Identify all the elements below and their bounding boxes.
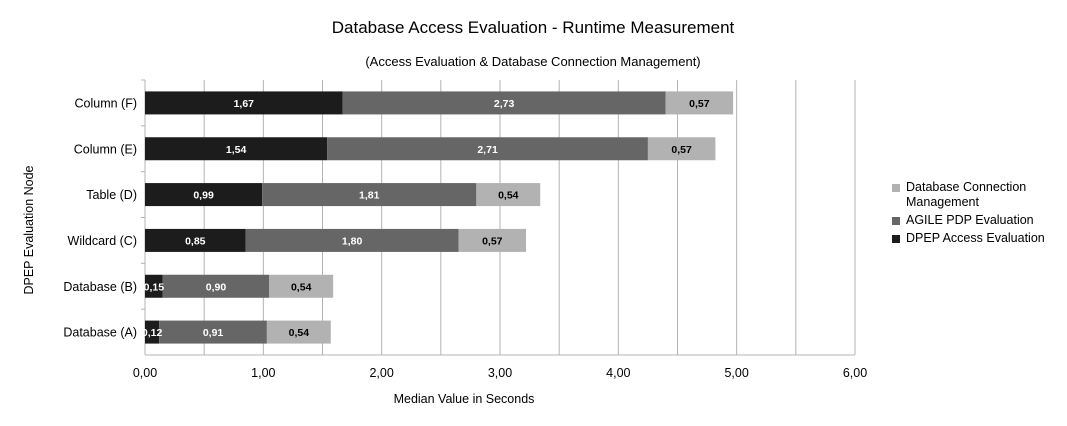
legend-swatch [892, 184, 900, 192]
data-label: 2,73 [494, 98, 515, 110]
bar-segment [159, 320, 267, 344]
legend-label: AGILE PDP Evaluation [906, 213, 1034, 227]
data-label: 0,57 [671, 144, 692, 156]
x-tick-label: 4,00 [606, 366, 630, 380]
data-label: 0,99 [193, 190, 214, 202]
category-label: Wildcard (C) [68, 234, 137, 248]
data-label: 0,85 [185, 235, 206, 247]
bar-segment [342, 91, 666, 115]
data-label: 1,81 [359, 190, 380, 202]
x-tick-label: 0,00 [133, 366, 157, 380]
y-axis-label: DPEP Evaluation Node [22, 165, 36, 294]
bar-segment [145, 228, 246, 252]
legend-item: AGILE PDP Evaluation [892, 213, 1062, 228]
data-label: 1,54 [226, 144, 247, 156]
legend-item: Database Connection Management [892, 180, 1062, 210]
bar-segment [269, 274, 334, 298]
data-label: 0,91 [203, 327, 224, 339]
data-label: 0,54 [289, 327, 310, 339]
x-axis-label: Median Value in Seconds [394, 392, 535, 406]
bar-segment [145, 274, 163, 298]
data-label: 0,12 [142, 327, 163, 339]
grid: 0,00 1,00 2,00 3,00 4,00 5,00 6,00 [133, 79, 867, 380]
bar-segment [476, 183, 541, 207]
data-label: 0,54 [291, 281, 312, 293]
x-tick-label: 1,00 [251, 366, 275, 380]
bar-segment [145, 137, 328, 161]
legend: Database Connection Management AGILE PDP … [892, 180, 1062, 249]
data-label: 0,54 [498, 190, 519, 202]
labels: Column (F) 1,67 2,73 0,57 Column (E) 1,54 2,71… [63, 96, 709, 339]
chart-subtitle: (Access Evaluation & Database Connection… [365, 54, 700, 69]
data-label: 2,71 [477, 144, 498, 156]
x-tick-label: 6,00 [843, 366, 867, 380]
legend-item: DPEP Access Evaluation [892, 231, 1062, 246]
legend-swatch [892, 217, 900, 225]
bar-segment [647, 137, 716, 161]
category-label: Column (F) [74, 96, 137, 110]
data-label: 0,57 [482, 235, 503, 247]
bar-segment [145, 91, 343, 115]
bar-segment [145, 320, 160, 344]
bar-segment [665, 91, 734, 115]
category-label: Database (B) [63, 280, 137, 294]
x-tick-label: 2,00 [369, 366, 393, 380]
category-label: Column (E) [74, 142, 137, 156]
bar-segment [145, 183, 263, 207]
category-label: Database (A) [63, 326, 137, 340]
bar-segment [245, 228, 459, 252]
data-label: 1,80 [342, 235, 363, 247]
bar-segment [262, 183, 477, 207]
legend-label: Database Connection Management [906, 180, 1027, 209]
bars [145, 91, 734, 344]
bar-segment [327, 137, 648, 161]
data-label: 1,67 [234, 98, 255, 110]
bar-segment [162, 274, 270, 298]
data-label: 0,15 [144, 281, 165, 293]
data-label: 0,57 [689, 98, 710, 110]
bar-segment [266, 320, 331, 344]
x-tick-label: 5,00 [724, 366, 748, 380]
chart-title: Database Access Evaluation - Runtime Mea… [332, 18, 735, 37]
x-tick-label: 3,00 [488, 366, 512, 380]
category-label: Table (D) [86, 188, 137, 202]
bar-segment [458, 228, 527, 252]
data-label: 0,90 [206, 281, 227, 293]
legend-label: DPEP Access Evaluation [906, 231, 1045, 245]
legend-swatch [892, 235, 900, 243]
